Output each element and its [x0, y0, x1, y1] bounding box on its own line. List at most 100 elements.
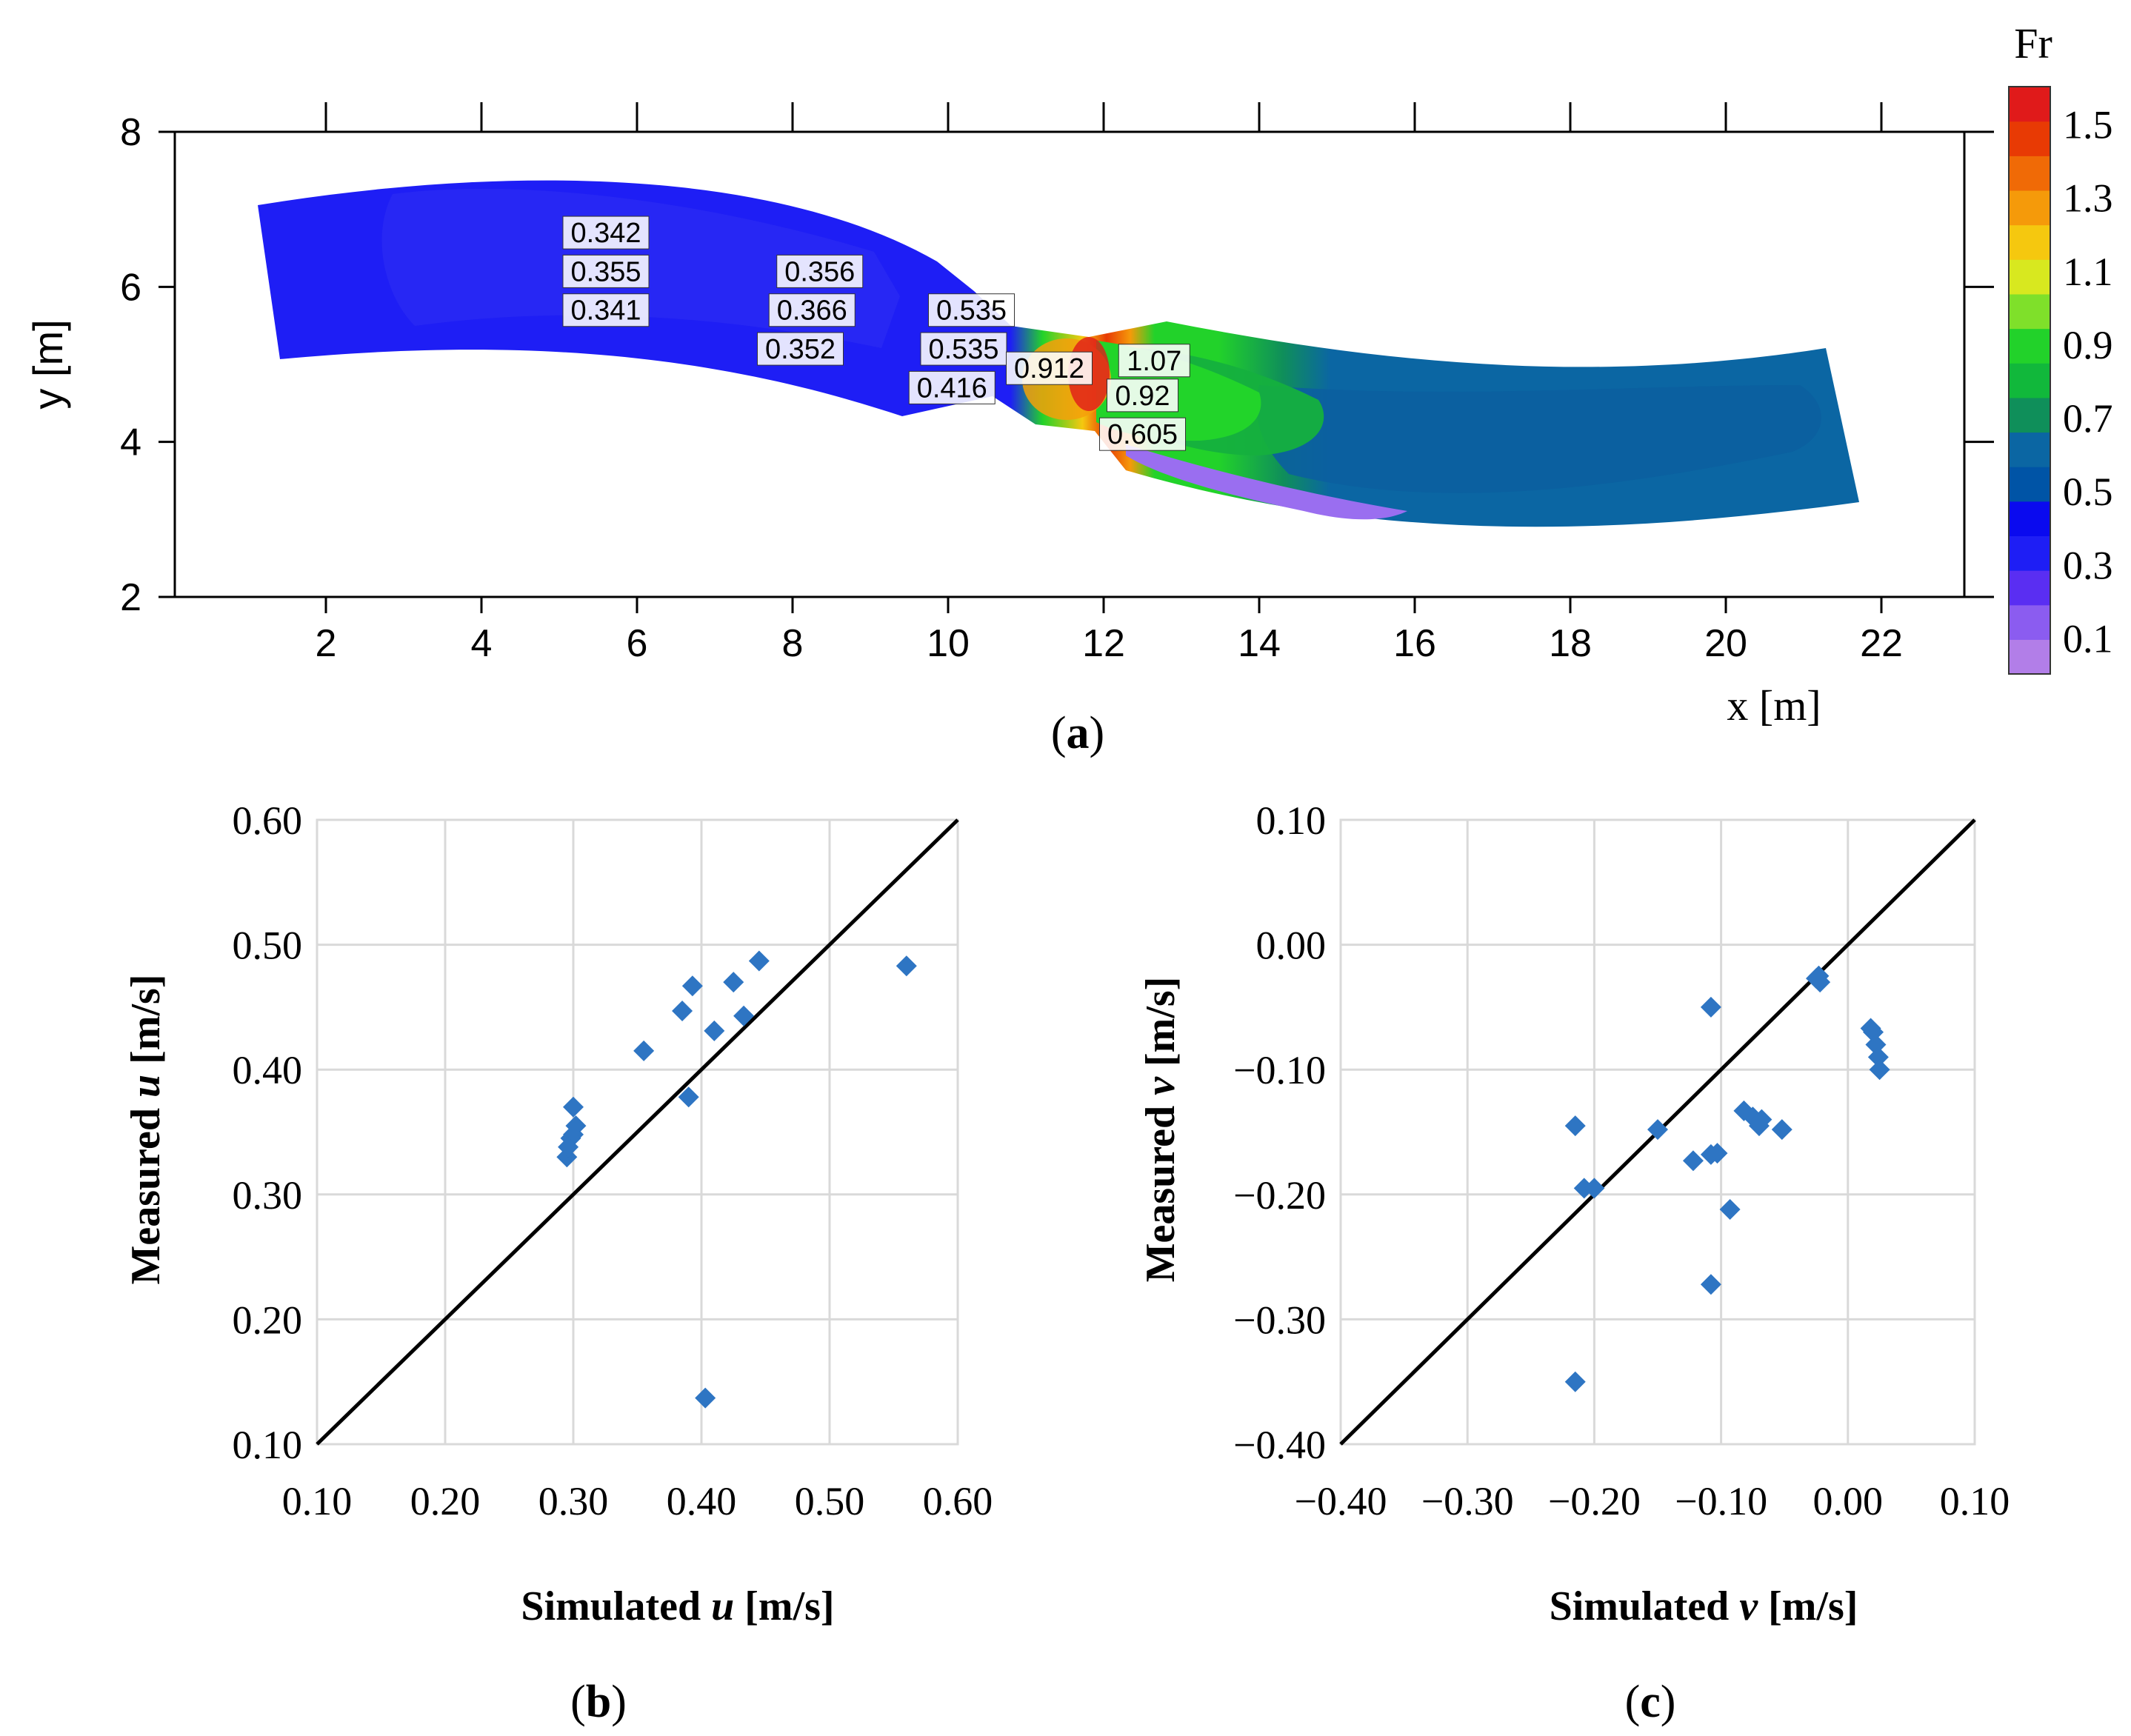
data-point — [1682, 1150, 1704, 1172]
panel-b-scatter-u: 0.10 0.20 0.30 0.40 0.50 0.60 0.10 0.20 0.30 0.40… — [123, 798, 993, 1727]
downstream-core-zone — [1256, 385, 1821, 493]
plot-b-frame — [316, 818, 959, 1446]
colorbar-swatch — [2009, 259, 2050, 295]
colorbar-swatch — [2009, 570, 2050, 606]
data-point — [558, 1136, 579, 1158]
data-point — [1564, 1115, 1586, 1137]
tick-label-y: 0.10 — [233, 1423, 303, 1467]
panel-c-scatter-v: −0.40 −0.30 −0.20 −0.10 0.00 0.10 −0.40 −0.30 −0… — [1138, 798, 2010, 1727]
data-point — [695, 1387, 716, 1409]
data-point — [1700, 1274, 1721, 1295]
data-point — [565, 1115, 587, 1137]
data-point — [678, 1086, 699, 1108]
tick-label-a-x: 10 — [927, 622, 970, 665]
tick-label-a-x: 8 — [782, 622, 804, 665]
colorbar-swatch — [2009, 121, 2050, 156]
tick-label-x: −0.20 — [1548, 1479, 1641, 1523]
tick-label-x: 0.60 — [923, 1479, 993, 1523]
tick-label-a-x: 2 — [316, 622, 337, 665]
label-box — [757, 332, 844, 366]
plot-b-points — [556, 950, 917, 1409]
froude-value-label: 0.912 — [1006, 351, 1093, 385]
label-text: 0.605 — [1107, 419, 1178, 450]
colorbar-swatches — [2009, 87, 2050, 675]
tick-label-a-x: 18 — [1549, 622, 1592, 665]
colorbar-tick-label: 0.7 — [2063, 396, 2113, 441]
tick-label-x: 0.40 — [667, 1479, 737, 1523]
froude-value-label: 0.356 — [776, 254, 864, 288]
tick-label-x: −0.40 — [1295, 1479, 1387, 1523]
tick-label-a-y: 6 — [120, 266, 141, 309]
low-velocity-zone — [1126, 444, 1407, 520]
data-point — [681, 975, 703, 997]
plot-c-tick-labels: −0.40 −0.30 −0.20 −0.10 0.00 0.10 −0.40 −0.30 −0… — [1233, 798, 2010, 1523]
tick-label-a-y: 2 — [120, 576, 141, 619]
colorbar-swatch — [2009, 432, 2050, 467]
data-point — [1771, 1119, 1792, 1141]
axis-c-y-label: Measured v [m/s] — [1138, 977, 1184, 1283]
axis-a-x-ticks: 2 4 6 8 10 12 14 16 18 20 22 — [316, 102, 1903, 665]
tick-label-a-x: 6 — [627, 622, 648, 665]
froude-value-label: 0.352 — [757, 332, 844, 366]
label-box — [920, 332, 1007, 366]
tick-label-a-x: 4 — [471, 622, 493, 665]
label-text: 0.341 — [570, 296, 641, 327]
label-text: 1.07 — [1127, 346, 1181, 377]
colorbar-tick-label: 0.1 — [2063, 616, 2113, 661]
colorbar-tick-label: 0.5 — [2063, 470, 2113, 514]
colorbar-swatch — [2009, 87, 2050, 122]
label-box — [776, 254, 864, 288]
data-point — [633, 1040, 655, 1061]
label-text: 0.535 — [936, 296, 1007, 327]
colorbar-swatch — [2009, 535, 2050, 571]
tick-label-y: 0.00 — [1256, 924, 1327, 968]
data-point — [672, 1000, 693, 1021]
tick-label-y: 0.30 — [233, 1173, 303, 1218]
data-point — [563, 1096, 584, 1118]
tick-label-x: 0.50 — [795, 1479, 865, 1523]
label-box — [928, 293, 1015, 327]
tick-label-a-x: 20 — [1704, 622, 1747, 665]
caption-a: (a) — [1051, 708, 1104, 758]
data-point — [1751, 1109, 1773, 1130]
label-text: 0.535 — [928, 334, 998, 365]
colorbar-swatch — [2009, 604, 2050, 640]
axis-a-y-label: y [m] — [24, 319, 71, 409]
axis-b-y-label: Measured u [m/s] — [123, 975, 169, 1285]
colorbar-swatch — [2009, 328, 2050, 364]
tick-label-y: 0.20 — [233, 1298, 303, 1342]
tick-label-y: 0.40 — [233, 1048, 303, 1092]
colorbar-swatch — [2009, 156, 2050, 191]
data-point — [704, 1020, 725, 1041]
froude-value-label: 0.92 — [1107, 378, 1178, 413]
label-box — [1099, 417, 1186, 451]
panel-a-annotations: 0.342 0.355 0.341 0.356 0.366 0.352 0.535 0.535… — [562, 216, 1190, 451]
plot-b-tick-labels: 0.10 0.20 0.30 0.40 0.50 0.60 0.10 0.20 0.30 0.40… — [233, 798, 993, 1523]
label-box — [1118, 344, 1190, 378]
colorbar-swatch — [2009, 293, 2050, 330]
colorbar-tick-label: 1.1 — [2063, 250, 2113, 294]
data-point — [1808, 965, 1830, 986]
data-point — [733, 1005, 755, 1026]
colorbar-swatch — [2009, 639, 2050, 675]
tick-label-x: 0.10 — [282, 1479, 353, 1523]
label-text: 0.416 — [917, 373, 987, 404]
label-text: 0.356 — [784, 256, 855, 287]
label-box — [562, 293, 650, 327]
colorbar-swatch — [2009, 224, 2050, 260]
plot-b-reference-line — [316, 818, 959, 1446]
data-point — [896, 955, 917, 977]
colorbar-tick-label: 1.5 — [2063, 103, 2113, 147]
tick-label-y: −0.40 — [1233, 1423, 1326, 1467]
data-point — [723, 972, 744, 993]
tick-label-y: −0.10 — [1233, 1048, 1326, 1092]
label-text: 0.342 — [570, 218, 641, 249]
froude-value-label: 0.355 — [562, 254, 650, 288]
colorbar-swatch — [2009, 501, 2050, 537]
tick-label-x: 0.30 — [538, 1479, 609, 1523]
data-point — [1700, 996, 1721, 1018]
label-text: 0.352 — [765, 334, 836, 365]
tick-label-a-x: 14 — [1238, 622, 1281, 665]
